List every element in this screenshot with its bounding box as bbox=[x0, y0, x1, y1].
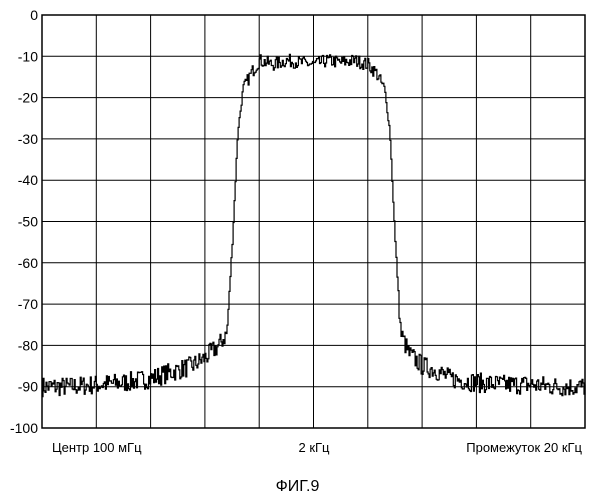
y-tick-label: -30 bbox=[18, 131, 38, 147]
y-tick-label: -10 bbox=[18, 48, 38, 64]
y-tick-label: 0 bbox=[30, 7, 38, 23]
figure-caption: ФИГ.9 bbox=[0, 478, 595, 496]
x-label-left: Центр 100 мГц bbox=[52, 440, 142, 455]
x-label-center: 2 кГц bbox=[298, 440, 330, 455]
y-tick-label: -70 bbox=[18, 296, 38, 312]
y-tick-label: -80 bbox=[18, 337, 38, 353]
chart-grid bbox=[42, 15, 585, 428]
spectrum-chart: 0 -10 -20 -30 -40 -50 -60 -70 -80 -90 -100 Центр 1… bbox=[0, 0, 595, 470]
y-tick-label: -20 bbox=[18, 90, 38, 106]
y-tick-label: -90 bbox=[18, 379, 38, 395]
y-axis-ticks: 0 -10 -20 -30 -40 -50 -60 -70 -80 -90 -100 bbox=[10, 7, 38, 436]
y-tick-label: -50 bbox=[18, 214, 38, 230]
y-tick-label: -40 bbox=[18, 172, 38, 188]
y-tick-label: -100 bbox=[10, 420, 38, 436]
y-tick-label: -60 bbox=[18, 255, 38, 271]
x-label-right: Промежуток 20 кГц bbox=[466, 440, 582, 455]
